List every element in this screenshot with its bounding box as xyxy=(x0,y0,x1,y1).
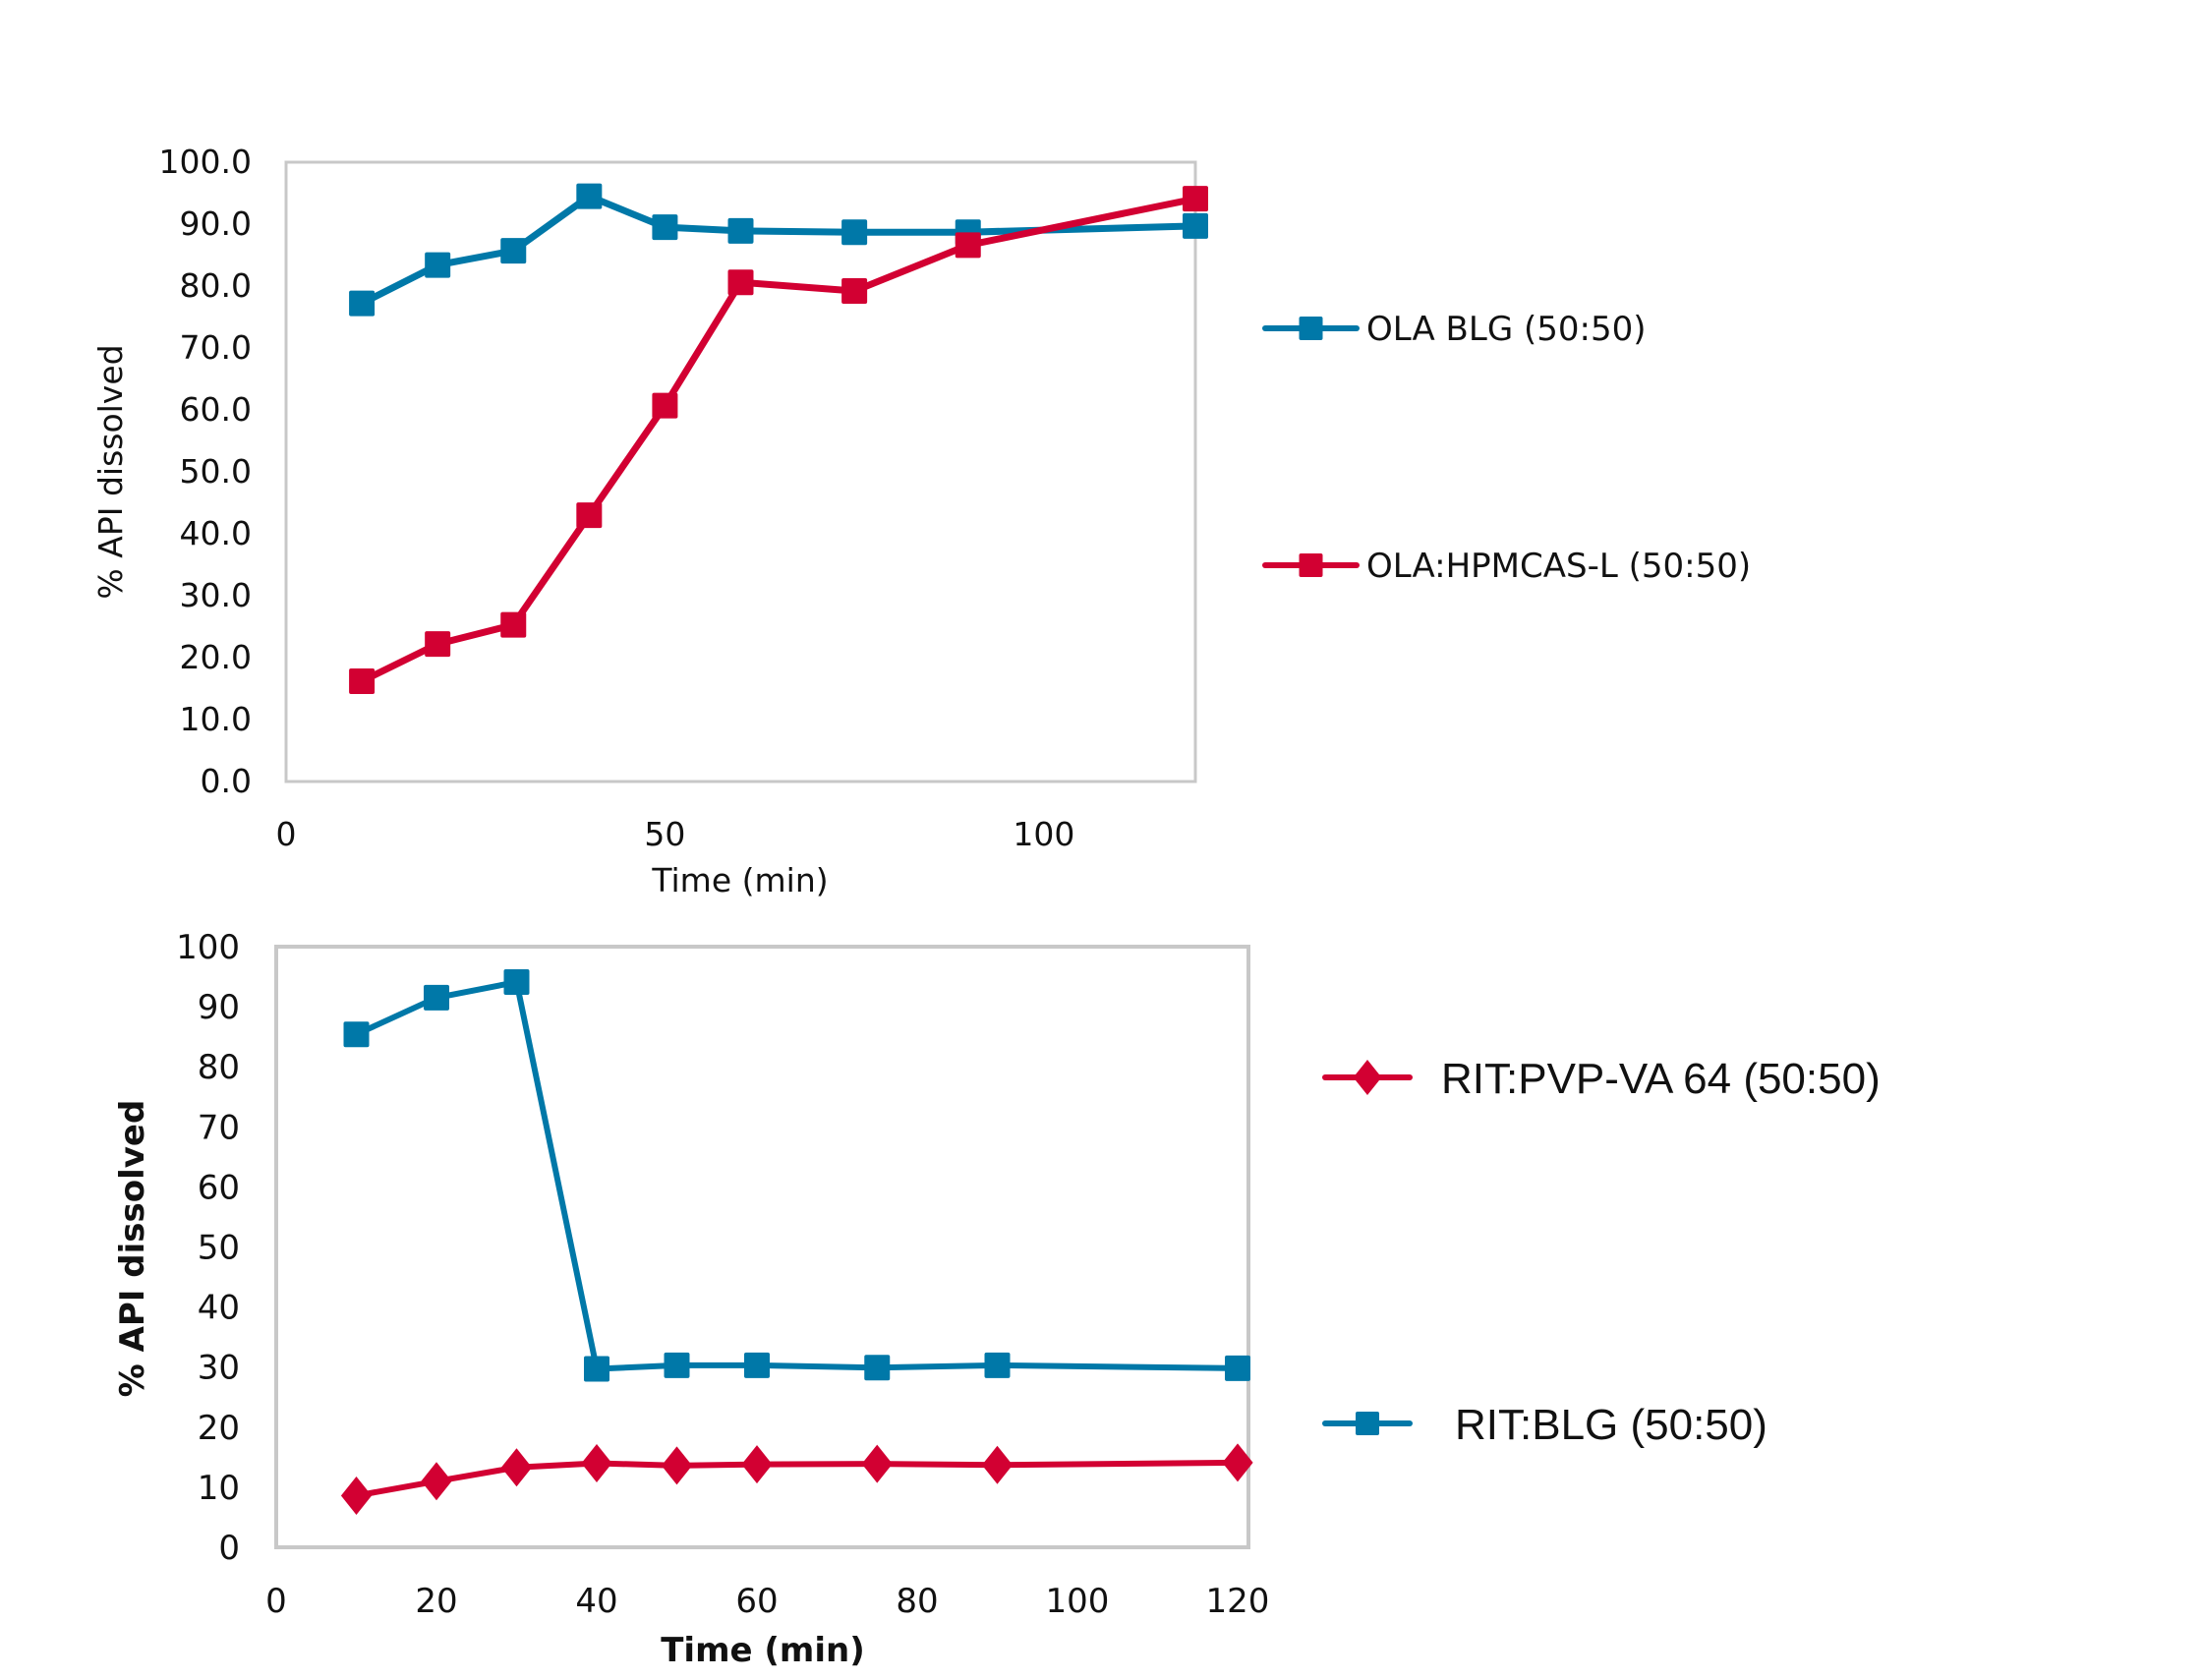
x-axis-title: Time (min) xyxy=(661,1631,865,1670)
plot-area-frame xyxy=(274,945,1250,1549)
data-point-marker xyxy=(841,278,868,305)
series-ola-hpmcas-l-50-50 xyxy=(349,186,1208,694)
y-tick-label: 80.0 xyxy=(180,266,252,305)
data-point-marker xyxy=(864,1355,891,1381)
y-tick-label: 30 xyxy=(198,1349,240,1388)
data-point-marker xyxy=(984,1352,1011,1378)
data-point-marker xyxy=(1183,212,1208,239)
data-point-marker xyxy=(584,1356,609,1382)
data-point-marker xyxy=(424,984,449,1011)
y-tick-label: 10 xyxy=(198,1469,240,1508)
y-axis-title: % API dissolved xyxy=(113,1100,152,1398)
data-point-marker xyxy=(576,183,603,209)
y-tick-label: 0.0 xyxy=(201,762,252,800)
legend: RIT:PVP-VA 64 (50:50) RIT:BLG (50:50) xyxy=(1322,1055,1881,1449)
y-tick-label: 50.0 xyxy=(180,452,252,491)
data-point-marker xyxy=(500,238,527,264)
data-point-marker xyxy=(1225,1355,1250,1381)
y-tick-label: 70.0 xyxy=(180,328,252,367)
data-point-marker xyxy=(1183,186,1208,212)
data-point-marker xyxy=(576,502,603,529)
y-tick-label: 80 xyxy=(198,1048,240,1087)
legend-label: RIT:PVP-VA 64 (50:50) xyxy=(1441,1055,1881,1103)
y-tick-label: 40 xyxy=(198,1289,240,1328)
y-tick-label: 10.0 xyxy=(180,700,252,738)
top-chart: 0.0 10.0 20.0 30.0 40.0 50.0 60.0 70.0 80.0 90.0 1… xyxy=(91,143,1751,899)
data-point-marker xyxy=(340,1476,373,1515)
data-point-marker xyxy=(727,217,754,244)
y-tick-label: 0 xyxy=(218,1529,240,1568)
legend-marker-square-icon xyxy=(1299,317,1323,340)
y-tick-labels: 0 10 20 30 40 50 60 70 80 90 100 xyxy=(176,928,240,1568)
data-point-marker xyxy=(664,1352,690,1378)
data-point-marker xyxy=(981,1445,1014,1484)
legend-marker-diamond-icon xyxy=(1353,1060,1382,1095)
y-axis-title: % API dissolved xyxy=(91,344,130,599)
data-point-marker xyxy=(500,611,527,638)
x-tick-label: 20 xyxy=(415,1582,457,1621)
data-point-marker xyxy=(841,219,868,246)
x-tick-label: 100 xyxy=(1013,815,1074,853)
data-point-marker xyxy=(581,1443,612,1482)
data-point-marker xyxy=(349,290,376,317)
legend-label: OLA BLG (50:50) xyxy=(1366,310,1646,349)
legend: OLA BLG (50:50) OLA:HPMCAS-L (50:50) xyxy=(1262,310,1751,586)
x-tick-labels: 0 20 40 60 80 100 120 xyxy=(265,1582,1269,1621)
plot-area-frame xyxy=(284,160,1197,783)
data-point-marker xyxy=(652,214,678,241)
x-tick-labels: 0 50 100 xyxy=(276,815,1075,853)
legend-item: RIT:BLG (50:50) xyxy=(1322,1401,1767,1449)
bottom-chart: 0 10 20 30 40 50 60 70 80 90 100 0 20 40 60 80 100 120 T… xyxy=(113,928,1881,1670)
data-point-marker xyxy=(425,631,451,658)
series-group xyxy=(340,969,1253,1515)
legend-marker-square-icon xyxy=(1356,1412,1379,1435)
y-tick-label: 30.0 xyxy=(180,576,252,614)
data-point-marker xyxy=(500,1448,533,1487)
x-tick-label: 0 xyxy=(265,1582,287,1621)
data-point-marker xyxy=(652,392,678,419)
x-tick-label: 80 xyxy=(896,1582,938,1621)
y-tick-label: 90 xyxy=(198,988,240,1027)
series-rit-pvp-va-64-50-50 xyxy=(340,1443,1253,1515)
x-tick-label: 100 xyxy=(1046,1582,1110,1621)
series-group xyxy=(349,183,1208,694)
y-tick-label: 50 xyxy=(198,1229,240,1268)
legend-label: RIT:BLG (50:50) xyxy=(1455,1401,1767,1449)
data-point-marker xyxy=(661,1446,693,1485)
data-point-marker xyxy=(727,269,754,296)
legend-label: OLA:HPMCAS-L (50:50) xyxy=(1366,547,1751,586)
data-point-marker xyxy=(744,1352,770,1378)
y-tick-label: 100 xyxy=(176,928,240,967)
data-point-marker xyxy=(421,1462,452,1501)
y-tick-label: 70 xyxy=(198,1108,240,1147)
x-tick-label: 0 xyxy=(276,815,297,853)
y-tick-label: 90.0 xyxy=(180,204,252,243)
x-tick-label: 40 xyxy=(575,1582,617,1621)
y-tick-labels: 0.0 10.0 20.0 30.0 40.0 50.0 60.0 70.0 80.0 90.0 1… xyxy=(159,143,252,800)
y-tick-label: 60 xyxy=(198,1168,240,1207)
data-point-marker xyxy=(741,1445,773,1484)
y-tick-label: 60.0 xyxy=(180,390,252,429)
x-axis-title: Time (min) xyxy=(651,861,828,899)
x-tick-label: 120 xyxy=(1206,1582,1270,1621)
y-tick-label: 20.0 xyxy=(180,638,252,676)
data-point-marker xyxy=(955,232,981,259)
y-tick-label: 40.0 xyxy=(180,514,252,552)
data-point-marker xyxy=(1222,1443,1253,1482)
data-point-marker xyxy=(343,1021,370,1048)
y-tick-label: 100.0 xyxy=(159,143,252,181)
x-tick-label: 50 xyxy=(644,815,685,853)
data-point-marker xyxy=(425,252,451,278)
legend-item: RIT:PVP-VA 64 (50:50) xyxy=(1322,1055,1881,1103)
y-tick-label: 20 xyxy=(198,1409,240,1448)
legend-marker-square-icon xyxy=(1299,553,1323,577)
series-rit-blg-50-50 xyxy=(343,969,1250,1382)
legend-item: OLA:HPMCAS-L (50:50) xyxy=(1262,547,1751,586)
data-point-marker xyxy=(503,969,530,996)
data-point-marker xyxy=(861,1444,893,1483)
x-tick-label: 60 xyxy=(735,1582,778,1621)
data-point-marker xyxy=(349,667,376,694)
legend-item: OLA BLG (50:50) xyxy=(1262,310,1646,349)
